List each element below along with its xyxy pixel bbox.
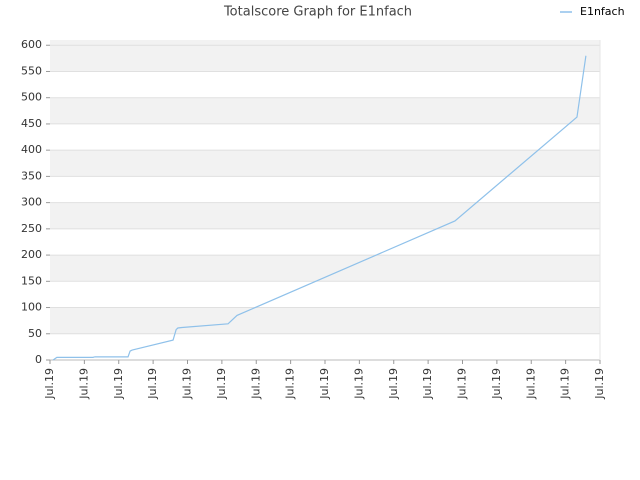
- x-tick-label: Jul.19: [421, 368, 434, 400]
- x-tick-label: Jul.19: [352, 368, 365, 400]
- x-tick-label: Jul.19: [77, 368, 90, 400]
- y-tick-label: 50: [28, 327, 42, 340]
- grid-band: [50, 333, 600, 360]
- legend-label: E1nfach: [580, 5, 625, 18]
- x-tick-label: Jul.19: [112, 368, 125, 400]
- grid-band: [50, 281, 600, 308]
- x-tick-label: Jul.19: [387, 368, 400, 400]
- x-tick-label: Jul.19: [593, 368, 606, 400]
- y-tick-label: 400: [21, 143, 42, 156]
- x-tick-label: Jul.19: [559, 368, 572, 400]
- grid-band: [50, 71, 600, 98]
- y-tick-label: 0: [35, 353, 42, 366]
- y-tick-label: 350: [21, 169, 42, 182]
- x-tick-label: Jul.19: [318, 368, 331, 400]
- y-tick-label: 100: [21, 301, 42, 314]
- y-tick-label: 200: [21, 248, 42, 261]
- grid-band: [50, 123, 600, 151]
- x-tick-label: Jul.19: [490, 368, 503, 400]
- x-tick-label: Jul.19: [181, 368, 194, 400]
- x-tick-label: Jul.19: [43, 368, 56, 400]
- line-series: [52, 55, 587, 361]
- y-tick-label: 600: [21, 38, 42, 51]
- y-tick-label: 300: [21, 196, 42, 209]
- grid-band: [50, 176, 600, 203]
- y-tick-label: 150: [21, 274, 42, 287]
- y-tick-label: 500: [21, 91, 42, 104]
- chart-title: Totalscore Graph for E1nfach: [223, 5, 412, 20]
- x-tick-label: Jul.19: [524, 368, 537, 400]
- grid-band: [50, 228, 600, 256]
- x-tick-label: Jul.19: [456, 368, 469, 400]
- y-tick-label: 250: [21, 222, 42, 235]
- x-tick-label: Jul.19: [146, 368, 159, 400]
- x-tick-label: Jul.19: [249, 368, 262, 400]
- y-tick-label: 550: [21, 64, 42, 77]
- x-tick-label: Jul.19: [215, 368, 228, 400]
- y-tick-label: 450: [21, 117, 42, 130]
- x-tick-label: Jul.19: [284, 368, 297, 400]
